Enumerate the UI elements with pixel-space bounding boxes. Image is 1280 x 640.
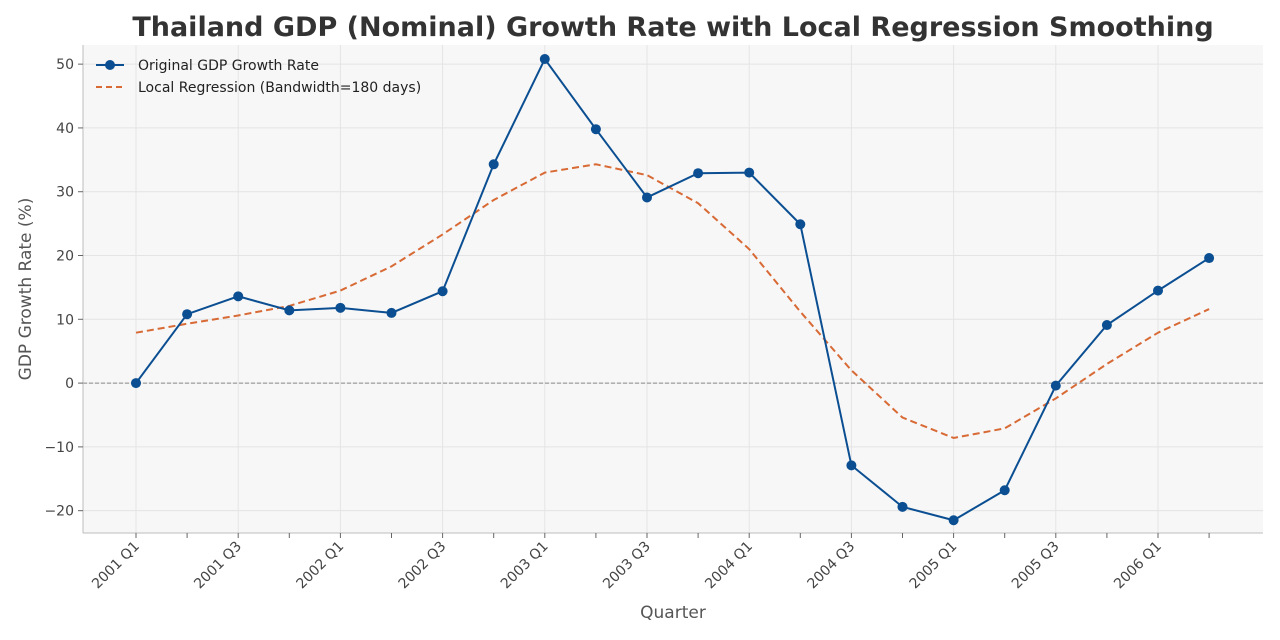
axes bbox=[82, 45, 1263, 534]
x-tick-label-14: 2004 Q3 bbox=[804, 539, 858, 593]
x-tick-label-16: 2005 Q1 bbox=[907, 539, 961, 593]
x-axis-label: Quarter bbox=[640, 603, 706, 623]
data-point-original-4 bbox=[335, 302, 346, 313]
data-point-original-5 bbox=[386, 307, 397, 318]
data-point-original-18 bbox=[1050, 380, 1061, 391]
data-point-original-20 bbox=[1153, 285, 1163, 296]
data-point-original-17 bbox=[999, 485, 1010, 496]
legend-marker-original bbox=[105, 60, 115, 70]
x-tick-label-4: 2002 Q1 bbox=[293, 539, 347, 593]
x-tick-label-0: 2001 Q1 bbox=[89, 539, 143, 593]
grid-lines bbox=[83, 45, 1263, 533]
data-point-original-10 bbox=[642, 192, 652, 203]
legend-label-local-regression: Local Regression (Bandwidth=180 days) bbox=[138, 80, 421, 96]
data-point-original-6 bbox=[437, 286, 448, 297]
x-axis-ticks: 2001 Q1 2001 Q3 2002 Q1 2002 Q3 2003 Q1 2003 … bbox=[89, 533, 1210, 593]
series-local-regression-line bbox=[135, 163, 1210, 439]
legend-item-original: Original GDP Growth Rate bbox=[96, 58, 319, 74]
x-tick-label-2: 2001 Q3 bbox=[191, 539, 245, 593]
legend-item-local-regression: Local Regression (Bandwidth=180 days) bbox=[96, 80, 421, 96]
y-tick-label-3: 10 bbox=[56, 312, 74, 328]
y-tick-label-6: 40 bbox=[56, 121, 74, 137]
data-point-original-21 bbox=[1204, 253, 1215, 264]
series-layer bbox=[131, 54, 1215, 526]
data-point-original-3 bbox=[284, 305, 295, 316]
data-point-original-1 bbox=[182, 309, 193, 320]
y-tick-label-2: 0 bbox=[65, 376, 74, 392]
chart-title: Thailand GDP (Nominal) Growth Rate with … bbox=[132, 12, 1213, 43]
y-tick-label-0: −20 bbox=[44, 504, 74, 520]
data-point-original-11 bbox=[693, 168, 704, 179]
data-point-original-2 bbox=[233, 291, 244, 302]
data-point-original-7 bbox=[488, 159, 499, 170]
y-axis-label: GDP Growth Rate (%) bbox=[16, 198, 36, 381]
data-point-original-0 bbox=[131, 378, 141, 389]
legend: Original GDP Growth Rate Local Regressio… bbox=[96, 58, 421, 96]
plot-area bbox=[83, 45, 1263, 533]
x-tick-label-6: 2002 Q3 bbox=[396, 539, 450, 593]
y-tick-label-5: 30 bbox=[56, 185, 74, 201]
x-tick-label-18: 2005 Q3 bbox=[1009, 539, 1063, 593]
series-original-line bbox=[135, 57, 1210, 522]
y-tick-label-7: 50 bbox=[56, 57, 74, 73]
x-tick-label-12: 2004 Q1 bbox=[702, 539, 756, 593]
data-point-original-8 bbox=[539, 54, 550, 65]
y-tick-label-1: −10 bbox=[44, 440, 74, 456]
legend-label-original: Original GDP Growth Rate bbox=[138, 58, 319, 74]
data-point-original-9 bbox=[590, 124, 601, 135]
data-point-original-14 bbox=[846, 460, 857, 471]
x-tick-label-20: 2006 Q1 bbox=[1111, 539, 1165, 593]
x-tick-label-8: 2003 Q1 bbox=[498, 539, 552, 593]
x-tick-label-10: 2003 Q3 bbox=[600, 539, 654, 593]
y-axis-ticks: −20 −10 0 10 20 30 40 50 bbox=[44, 57, 83, 520]
data-point-original-13 bbox=[795, 219, 806, 230]
data-point-original-15 bbox=[897, 501, 908, 512]
data-point-original-16 bbox=[948, 515, 959, 526]
data-point-original-12 bbox=[744, 167, 755, 178]
data-point-original-19 bbox=[1101, 320, 1112, 331]
y-tick-label-4: 20 bbox=[56, 249, 74, 265]
